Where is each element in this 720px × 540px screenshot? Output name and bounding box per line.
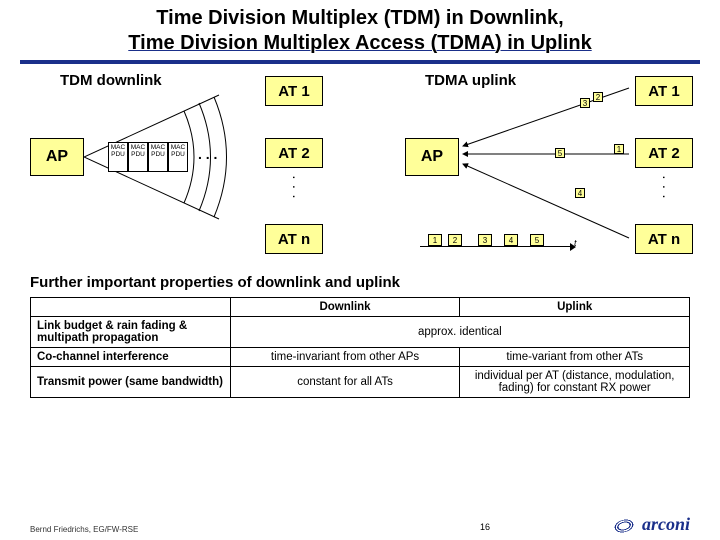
footer-author: Bernd Friedrichs, EG/FW-RSE xyxy=(30,525,138,534)
th-downlink: Downlink xyxy=(230,298,460,317)
tl-1: 1 xyxy=(428,234,442,246)
table-row: Co-channel interference time-invariant f… xyxy=(31,348,690,367)
tl-4: 4 xyxy=(504,234,518,246)
row2-label: Transmit power (same bandwidth) xyxy=(31,367,231,398)
arrownum-4: 4 xyxy=(575,188,585,198)
diagram-row: AP MAC PDU MAC PDU MAC PDU MAC PDU . . .… xyxy=(0,98,720,268)
row1-ul: time-variant from other ATs xyxy=(460,348,690,367)
logo-text: arconi xyxy=(642,514,690,534)
row1-dl: time-invariant from other APs xyxy=(230,348,460,367)
further-heading: Further important properties of downlink… xyxy=(30,274,690,291)
th-blank xyxy=(31,298,231,317)
right-at1: AT 1 xyxy=(635,76,693,106)
timeline-axis xyxy=(420,246,570,247)
row2-ul: individual per AT (distance, modulation,… xyxy=(460,367,690,398)
title-line1: Time Division Multiplex (TDM) in Downlin… xyxy=(156,7,563,29)
right-at2: AT 2 xyxy=(635,138,693,168)
left-ap-box: AP xyxy=(30,138,84,176)
arrownum-5: 5 xyxy=(555,148,565,158)
t-label: t xyxy=(574,238,577,248)
title-underline xyxy=(20,60,700,64)
left-hdots: . . . xyxy=(198,146,217,162)
row1-label: Co-channel interference xyxy=(31,348,231,367)
right-ap-box: AP xyxy=(405,138,459,176)
left-vdots: . . . xyxy=(290,176,301,200)
row2-dl: constant for all ATs xyxy=(230,367,460,398)
table-header-row: Downlink Uplink xyxy=(31,298,690,317)
properties-table: Downlink Uplink Link budget & rain fadin… xyxy=(30,297,690,398)
right-atn: AT n xyxy=(635,224,693,254)
row0-val: approx. identical xyxy=(230,317,689,348)
mac-pdu-2: MAC PDU xyxy=(148,142,168,172)
mac-pdu-1: MAC PDU xyxy=(128,142,148,172)
arrownum-1: 1 xyxy=(614,144,624,154)
left-at1: AT 1 xyxy=(265,76,323,106)
left-atn: AT n xyxy=(265,224,323,254)
th-uplink: Uplink xyxy=(460,298,690,317)
right-vdots: . . . xyxy=(660,176,671,200)
mac-pdu-0: MAC PDU xyxy=(108,142,128,172)
topnum-2: 2 xyxy=(593,92,603,102)
logo-marconi: arconi xyxy=(608,514,690,536)
subtitle-tdm-downlink: TDM downlink xyxy=(60,72,162,89)
left-at2: AT 2 xyxy=(265,138,323,168)
page-number: 16 xyxy=(480,522,490,532)
tl-5: 5 xyxy=(530,234,544,246)
slide-title: Time Division Multiplex (TDM) in Downlin… xyxy=(0,0,720,58)
tl-2: 2 xyxy=(448,234,462,246)
mac-pdu-3: MAC PDU xyxy=(168,142,188,172)
tl-3: 3 xyxy=(478,234,492,246)
title-line2: Time Division Multiplex Access (TDMA) in… xyxy=(128,32,591,54)
row0-label: Link budget & rain fading & multipath pr… xyxy=(31,317,231,348)
table-row: Link budget & rain fading & multipath pr… xyxy=(31,317,690,348)
table-row: Transmit power (same bandwidth) constant… xyxy=(31,367,690,398)
topnum-3: 3 xyxy=(580,98,590,108)
